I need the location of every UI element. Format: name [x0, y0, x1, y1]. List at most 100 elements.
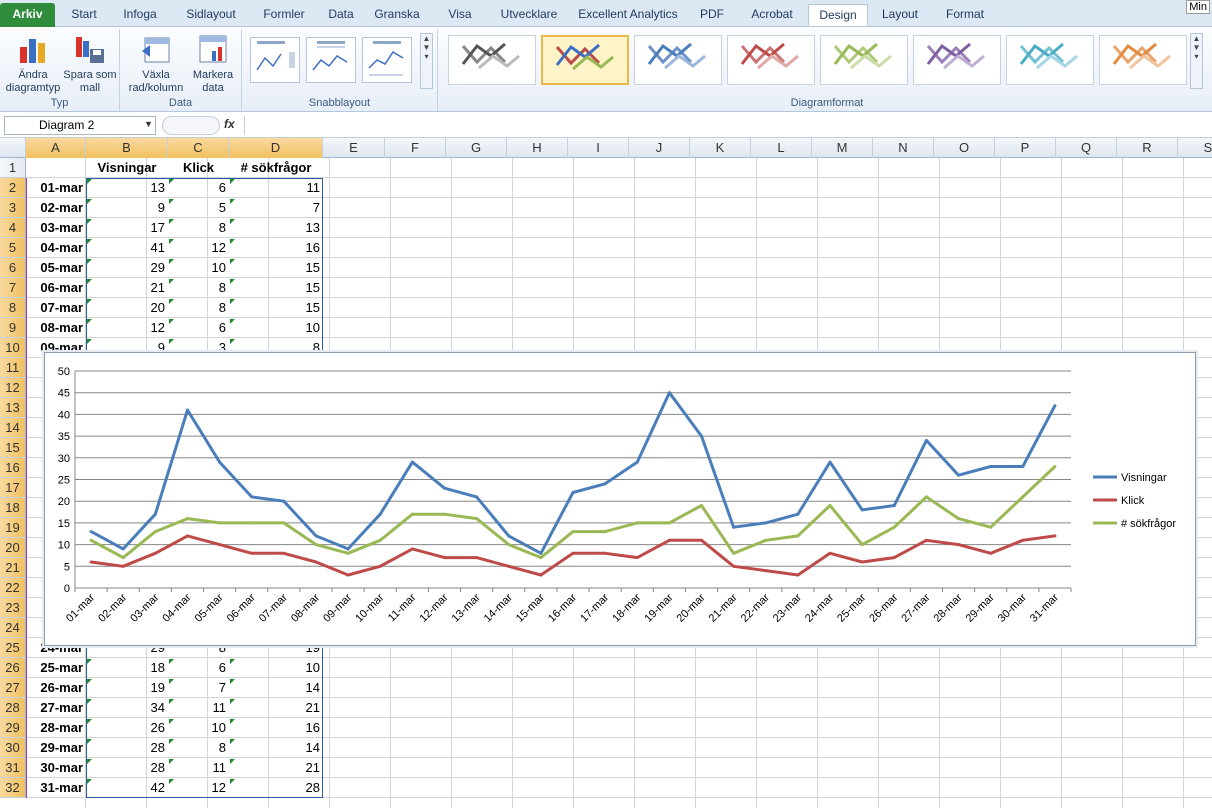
date-cell[interactable]: 29-mar [40, 740, 83, 755]
date-cell[interactable]: 28-mar [40, 720, 83, 735]
visningar-cell[interactable]: 9 [157, 200, 165, 215]
tab-layout[interactable]: Layout [881, 7, 919, 21]
tab-design[interactable]: Design [808, 4, 868, 26]
column-header-l[interactable]: L [751, 138, 812, 158]
column-header-j[interactable]: J [629, 138, 690, 158]
chart-style-2[interactable] [541, 35, 629, 85]
row-header-19[interactable]: 19 [0, 518, 26, 538]
chart-style-3[interactable] [634, 35, 722, 85]
sokfragor-cell[interactable]: 8 [312, 340, 320, 355]
sokfragor-cell[interactable]: 15 [305, 300, 320, 315]
sokfragor-cell[interactable]: 15 [305, 280, 320, 295]
chart-style-6[interactable] [913, 35, 1001, 85]
tab-visa[interactable]: Visa [448, 7, 472, 21]
row-header-14[interactable]: 14 [0, 418, 26, 438]
klick-cell[interactable]: 3 [218, 340, 226, 355]
select-all-corner[interactable] [0, 138, 26, 158]
visningar-cell[interactable]: 19 [150, 680, 165, 695]
visningar-cell[interactable]: 13 [150, 180, 165, 195]
tab-format[interactable]: Format [945, 7, 984, 21]
klick-cell[interactable]: 10 [211, 720, 226, 735]
tab-acrobat[interactable]: Acrobat [751, 7, 793, 21]
switch-row-column-button[interactable]: Växla rad/kolumn [124, 33, 188, 95]
row-header-27[interactable]: 27 [0, 678, 26, 698]
date-cell[interactable]: 01-mar [40, 180, 83, 195]
column-header-n[interactable]: N [873, 138, 934, 158]
save-as-template-button[interactable]: Spara som mall [62, 33, 118, 95]
column-header-i[interactable]: I [568, 138, 629, 158]
chart-style-5[interactable] [820, 35, 908, 85]
column-header-r[interactable]: R [1117, 138, 1178, 158]
row-header-25[interactable]: 25 [0, 638, 26, 658]
row-header-10[interactable]: 10 [0, 338, 26, 358]
column-header-f[interactable]: F [385, 138, 446, 158]
formula-input[interactable] [244, 116, 1212, 135]
date-cell[interactable]: 03-mar [40, 220, 83, 235]
tab-arkiv[interactable]: Arkiv [0, 3, 55, 27]
row-header-4[interactable]: 4 [0, 218, 26, 238]
visningar-cell[interactable]: 12 [150, 320, 165, 335]
row-header-24[interactable]: 24 [0, 618, 26, 638]
tab-formler[interactable]: Formler [263, 7, 305, 21]
insert-function-icon[interactable]: fx [224, 117, 235, 131]
date-cell[interactable]: 07-mar [40, 300, 83, 315]
row-header-30[interactable]: 30 [0, 738, 26, 758]
sokfragor-cell[interactable]: 15 [305, 260, 320, 275]
column-header-p[interactable]: P [995, 138, 1056, 158]
quick-layout-2[interactable] [306, 37, 356, 83]
klick-cell[interactable]: 7 [218, 680, 226, 695]
chart-styles-more-button[interactable]: ▲ ▼ ▾ [1190, 33, 1203, 89]
klick-cell[interactable]: 8 [218, 640, 226, 655]
row-header-1[interactable]: 1 [0, 158, 26, 178]
date-cell[interactable]: 05-mar [40, 260, 83, 275]
visningar-cell[interactable]: 21 [150, 280, 165, 295]
row-header-5[interactable]: 5 [0, 238, 26, 258]
column-header-q[interactable]: Q [1056, 138, 1117, 158]
tab-granska[interactable]: Granska [374, 7, 420, 21]
visningar-cell[interactable]: 34 [150, 700, 165, 715]
date-cell[interactable]: 27-mar [40, 700, 83, 715]
tab-utvecklare[interactable]: Utvecklare [500, 7, 558, 21]
sokfragor-cell[interactable]: 13 [305, 220, 320, 235]
row-header-26[interactable]: 26 [0, 658, 26, 678]
date-cell[interactable]: 30-mar [40, 760, 83, 775]
row-header-8[interactable]: 8 [0, 298, 26, 318]
date-cell[interactable]: 09-mar [40, 340, 83, 355]
visningar-cell[interactable]: 28 [150, 760, 165, 775]
klick-cell[interactable]: 11 [212, 760, 227, 775]
visningar-cell[interactable]: 42 [150, 780, 165, 795]
row-header-11[interactable]: 11 [0, 358, 26, 378]
header-visningar[interactable]: Visningar [97, 160, 157, 175]
row-header-9[interactable]: 9 [0, 318, 26, 338]
row-header-28[interactable]: 28 [0, 698, 26, 718]
row-header-17[interactable]: 17 [0, 478, 26, 498]
klick-cell[interactable]: 8 [218, 300, 226, 315]
visningar-cell[interactable]: 26 [150, 720, 165, 735]
row-header-21[interactable]: 21 [0, 558, 26, 578]
row-header-6[interactable]: 6 [0, 258, 26, 278]
column-header-h[interactable]: H [507, 138, 568, 158]
row-header-20[interactable]: 20 [0, 538, 26, 558]
row-header-22[interactable]: 22 [0, 578, 26, 598]
sokfragor-cell[interactable]: 21 [305, 700, 320, 715]
date-cell[interactable]: 02-mar [40, 200, 83, 215]
row-header-31[interactable]: 31 [0, 758, 26, 778]
formula-expand-control[interactable] [162, 116, 220, 135]
row-header-23[interactable]: 23 [0, 598, 26, 618]
row-header-12[interactable]: 12 [0, 378, 26, 398]
klick-cell[interactable]: 12 [211, 240, 226, 255]
tab-pdf[interactable]: PDF [700, 7, 724, 21]
tab-excellent-analytics[interactable]: Excellent Analytics [578, 7, 678, 21]
date-cell[interactable]: 31-mar [40, 780, 83, 795]
klick-cell[interactable]: 8 [218, 280, 226, 295]
date-cell[interactable]: 08-mar [40, 320, 83, 335]
column-header-e[interactable]: E [323, 138, 385, 158]
tab-sidlayout[interactable]: Sidlayout [186, 7, 236, 21]
visningar-cell[interactable]: 28 [150, 740, 165, 755]
sokfragor-cell[interactable]: 11 [306, 180, 321, 195]
visningar-cell[interactable]: 29 [150, 260, 165, 275]
sokfragor-cell[interactable]: 10 [305, 660, 320, 675]
column-header-k[interactable]: K [690, 138, 751, 158]
klick-cell[interactable]: 11 [212, 700, 227, 715]
sokfragor-cell[interactable]: 10 [305, 320, 320, 335]
